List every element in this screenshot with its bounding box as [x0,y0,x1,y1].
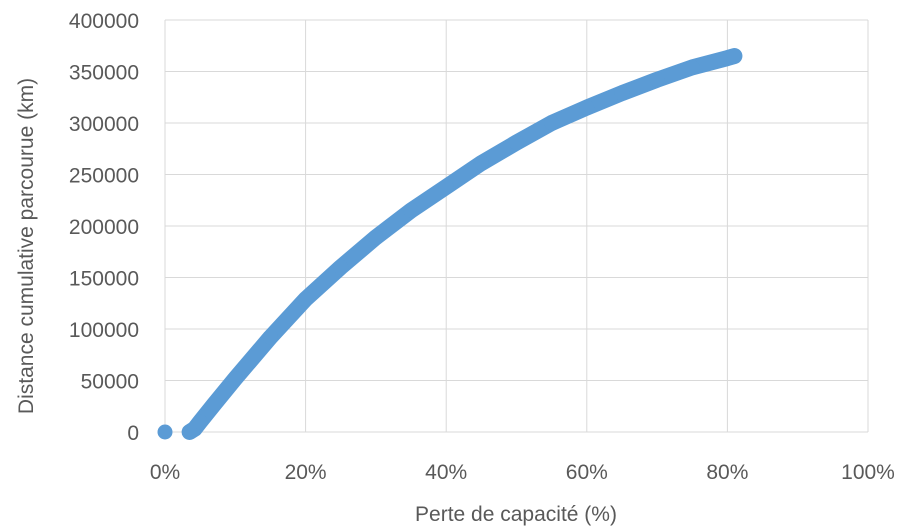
grid [164,19,869,433]
y-tick-label: 150000 [69,268,139,291]
y-tick-label: 350000 [69,62,139,85]
y-tick-label: 300000 [69,113,139,136]
x-tick-label: 80% [706,461,748,484]
data-point [227,370,243,386]
data-point [298,291,314,307]
data-point [262,329,278,345]
data-point [403,203,419,219]
x-axis-title: Perte de capacité (%) [415,503,617,526]
series-band [181,48,743,440]
y-tick-label: 200000 [69,216,139,239]
x-tick-label: 40% [425,461,467,484]
data-point [368,229,384,245]
y-tick-label: 400000 [69,10,139,33]
data-point [614,85,630,101]
y-tick-label: 50000 [81,371,139,394]
x-tick-label: 60% [566,461,608,484]
y-tick-label: 250000 [69,165,139,188]
data-point [192,414,208,430]
data-point [684,59,700,75]
y-tick-label: 0 [127,422,139,445]
y-tick-labels: 0 50000 100000 150000 200000 250000 300000 3500… [69,10,139,445]
origin-data-point [157,424,173,440]
data-points [157,48,742,440]
data-point [726,48,742,64]
y-tick-label: 100000 [69,319,139,342]
data-point [438,179,454,195]
data-point [333,259,349,275]
data-point [509,135,524,151]
x-tick-labels: 0% 20% 40% 60% 80% 100% [150,461,895,484]
x-tick-label: 0% [150,461,180,484]
data-point [579,100,595,116]
y-axis-title: Distance cumulative parcourue (km) [15,78,38,414]
data-point [544,115,560,131]
series-line [181,48,743,440]
x-tick-label: 100% [841,461,895,484]
x-tick-label: 20% [285,461,327,484]
data-point [473,155,489,171]
data-point [206,396,222,412]
data-point [649,72,665,88]
